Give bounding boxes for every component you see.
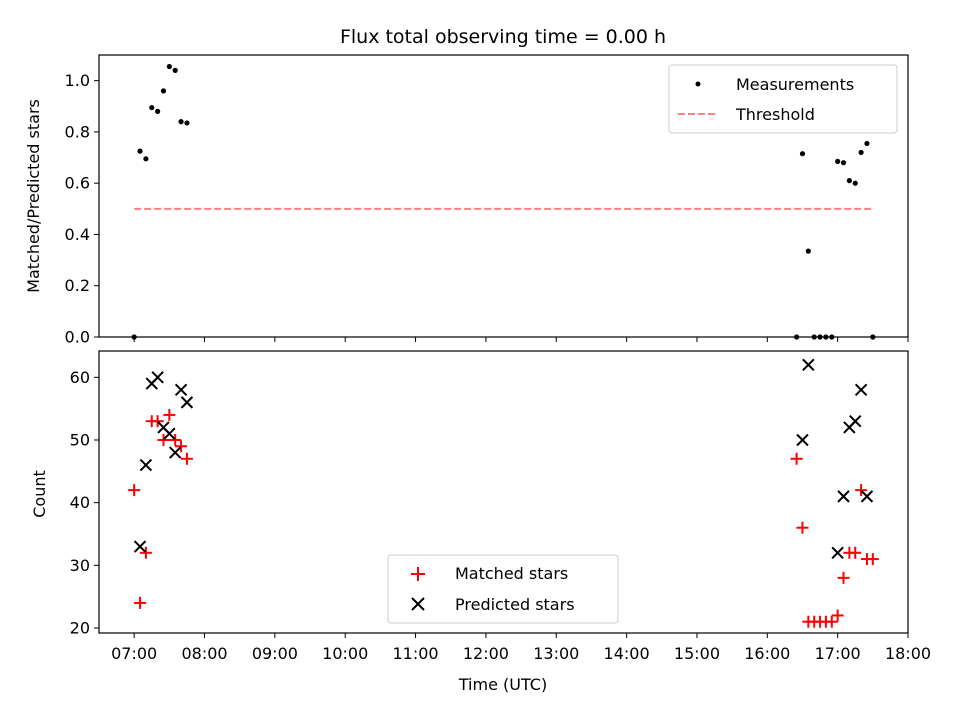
bottom-y-ticks: 20 30 40 50 60	[70, 368, 99, 637]
bottom-axes-frame	[98, 350, 909, 634]
x-tick-label: 14:00	[604, 644, 650, 663]
x-tick-label: 18:00	[885, 644, 931, 663]
x-axis-label: Time (UTC)	[458, 675, 547, 694]
bottom-marks	[128, 358, 879, 628]
matched-star-point	[796, 521, 809, 534]
measurement-point	[799, 151, 806, 157]
measurement-point	[178, 119, 184, 125]
legend-predicted-label: Predicted stars	[455, 595, 575, 614]
matched-star-point	[790, 452, 803, 465]
matched-star-point	[180, 452, 193, 465]
measurement-point	[835, 158, 841, 164]
legend-threshold-label: Threshold	[735, 105, 815, 124]
bottom-y-tick-label: 30	[70, 556, 90, 575]
top-legend: Measurements Threshold	[668, 64, 898, 134]
bottom-y-axis-label: Count	[30, 470, 49, 518]
legend-predicted-marker	[411, 597, 425, 611]
measurement-point	[160, 88, 167, 94]
matched-star-point	[151, 415, 164, 428]
predicted-star-point	[831, 546, 844, 559]
predicted-star-point	[169, 446, 182, 459]
matched-star-point	[169, 433, 182, 446]
predicted-star-point	[139, 458, 153, 472]
measurement-point	[184, 120, 190, 126]
bottom-y-tick-label: 50	[70, 430, 90, 449]
legend-measurements-label: Measurements	[736, 75, 854, 94]
measurement-point	[166, 63, 172, 70]
measurement-point	[840, 160, 847, 166]
predicted-star-point	[151, 371, 164, 384]
predicted-star-point	[849, 414, 862, 428]
matched-star-point	[157, 433, 170, 446]
bottom-y-tick-label: 40	[70, 493, 90, 512]
x-tick-label: 16:00	[744, 644, 790, 663]
measurement-point	[149, 104, 155, 111]
x-tick-label: 11:00	[393, 644, 439, 663]
matched-star-point	[128, 484, 141, 497]
top-y-tick-label: 0.2	[65, 276, 90, 295]
top-y-tick-label: 0.4	[65, 225, 90, 244]
legend-measurements-marker	[695, 81, 701, 87]
top-y-tick-label: 0.8	[65, 122, 90, 141]
bottom-x-ticks: 07:00 08:00 09:00 10:00 11:00 12:00 13:00 14:00…	[111, 633, 931, 663]
legend-matched-label: Matched stars	[455, 564, 568, 583]
bottom-y-tick-label: 20	[70, 618, 90, 637]
x-tick-label: 08:00	[181, 644, 227, 663]
top-y-ticks: 0.0 0.2 0.4 0.6 0.8 1.0	[65, 71, 99, 347]
top-y-tick-label: 0.6	[65, 174, 90, 193]
predicted-star-point	[802, 358, 815, 371]
top-axes-frame	[98, 54, 909, 338]
matched-star-point	[134, 596, 147, 609]
top-y-axis-label: Matched/Predicted stars	[24, 99, 43, 293]
top-legend-box	[668, 64, 898, 134]
measurement-point	[846, 178, 852, 184]
predicted-star-point	[180, 396, 194, 409]
predicted-star-point	[837, 490, 850, 503]
measurement-point	[143, 156, 149, 162]
top-x-ticks	[133, 337, 909, 342]
measurement-point	[864, 140, 870, 147]
matched-star-point	[825, 615, 838, 628]
top-marks	[131, 63, 876, 340]
top-y-tick-label: 1.0	[65, 71, 90, 90]
bottom-legend-box	[387, 554, 619, 624]
x-tick-label: 17:00	[815, 644, 861, 663]
matched-star-point	[837, 571, 850, 584]
measurement-point	[137, 148, 143, 154]
legend-matched-marker	[411, 567, 425, 581]
matched-star-point	[866, 553, 879, 566]
x-tick-label: 07:00	[111, 644, 157, 663]
top-y-tick-label: 0.0	[65, 328, 90, 347]
matched-star-point	[849, 546, 862, 559]
bottom-legend: Matched stars Predicted stars	[387, 554, 619, 624]
chart-title: Flux total observing time = 0.00 h	[340, 26, 666, 48]
predicted-star-point	[860, 490, 874, 503]
x-tick-label: 13:00	[533, 644, 579, 663]
x-tick-label: 09:00	[252, 644, 298, 663]
matched-star-point	[139, 546, 152, 559]
predicted-star-point	[174, 383, 188, 397]
measurement-point	[805, 248, 811, 254]
bottom-panel: 20 30 40 50 60 07:00 08:00 09:00 10:00 11:00 12:0…	[30, 350, 931, 694]
x-tick-label: 12:00	[463, 644, 509, 663]
predicted-star-point	[796, 433, 809, 447]
top-panel: 0.0 0.2 0.4 0.6 0.8 1.0 Matched/Predicted sta…	[24, 54, 909, 347]
x-tick-label: 15:00	[674, 644, 720, 663]
x-tick-label: 10:00	[322, 644, 368, 663]
measurement-point	[852, 180, 858, 186]
matched-star-point	[175, 440, 188, 453]
measurement-point	[858, 149, 864, 156]
matched-star-point	[855, 484, 868, 497]
predicted-star-point	[133, 540, 147, 553]
bottom-y-tick-label: 60	[70, 368, 90, 387]
matched-star-point	[163, 408, 176, 421]
predicted-star-point	[163, 427, 176, 440]
measurement-point	[155, 108, 161, 114]
matched-star-point	[831, 609, 844, 622]
predicted-star-point	[854, 383, 868, 397]
measurement-point	[172, 67, 178, 73]
